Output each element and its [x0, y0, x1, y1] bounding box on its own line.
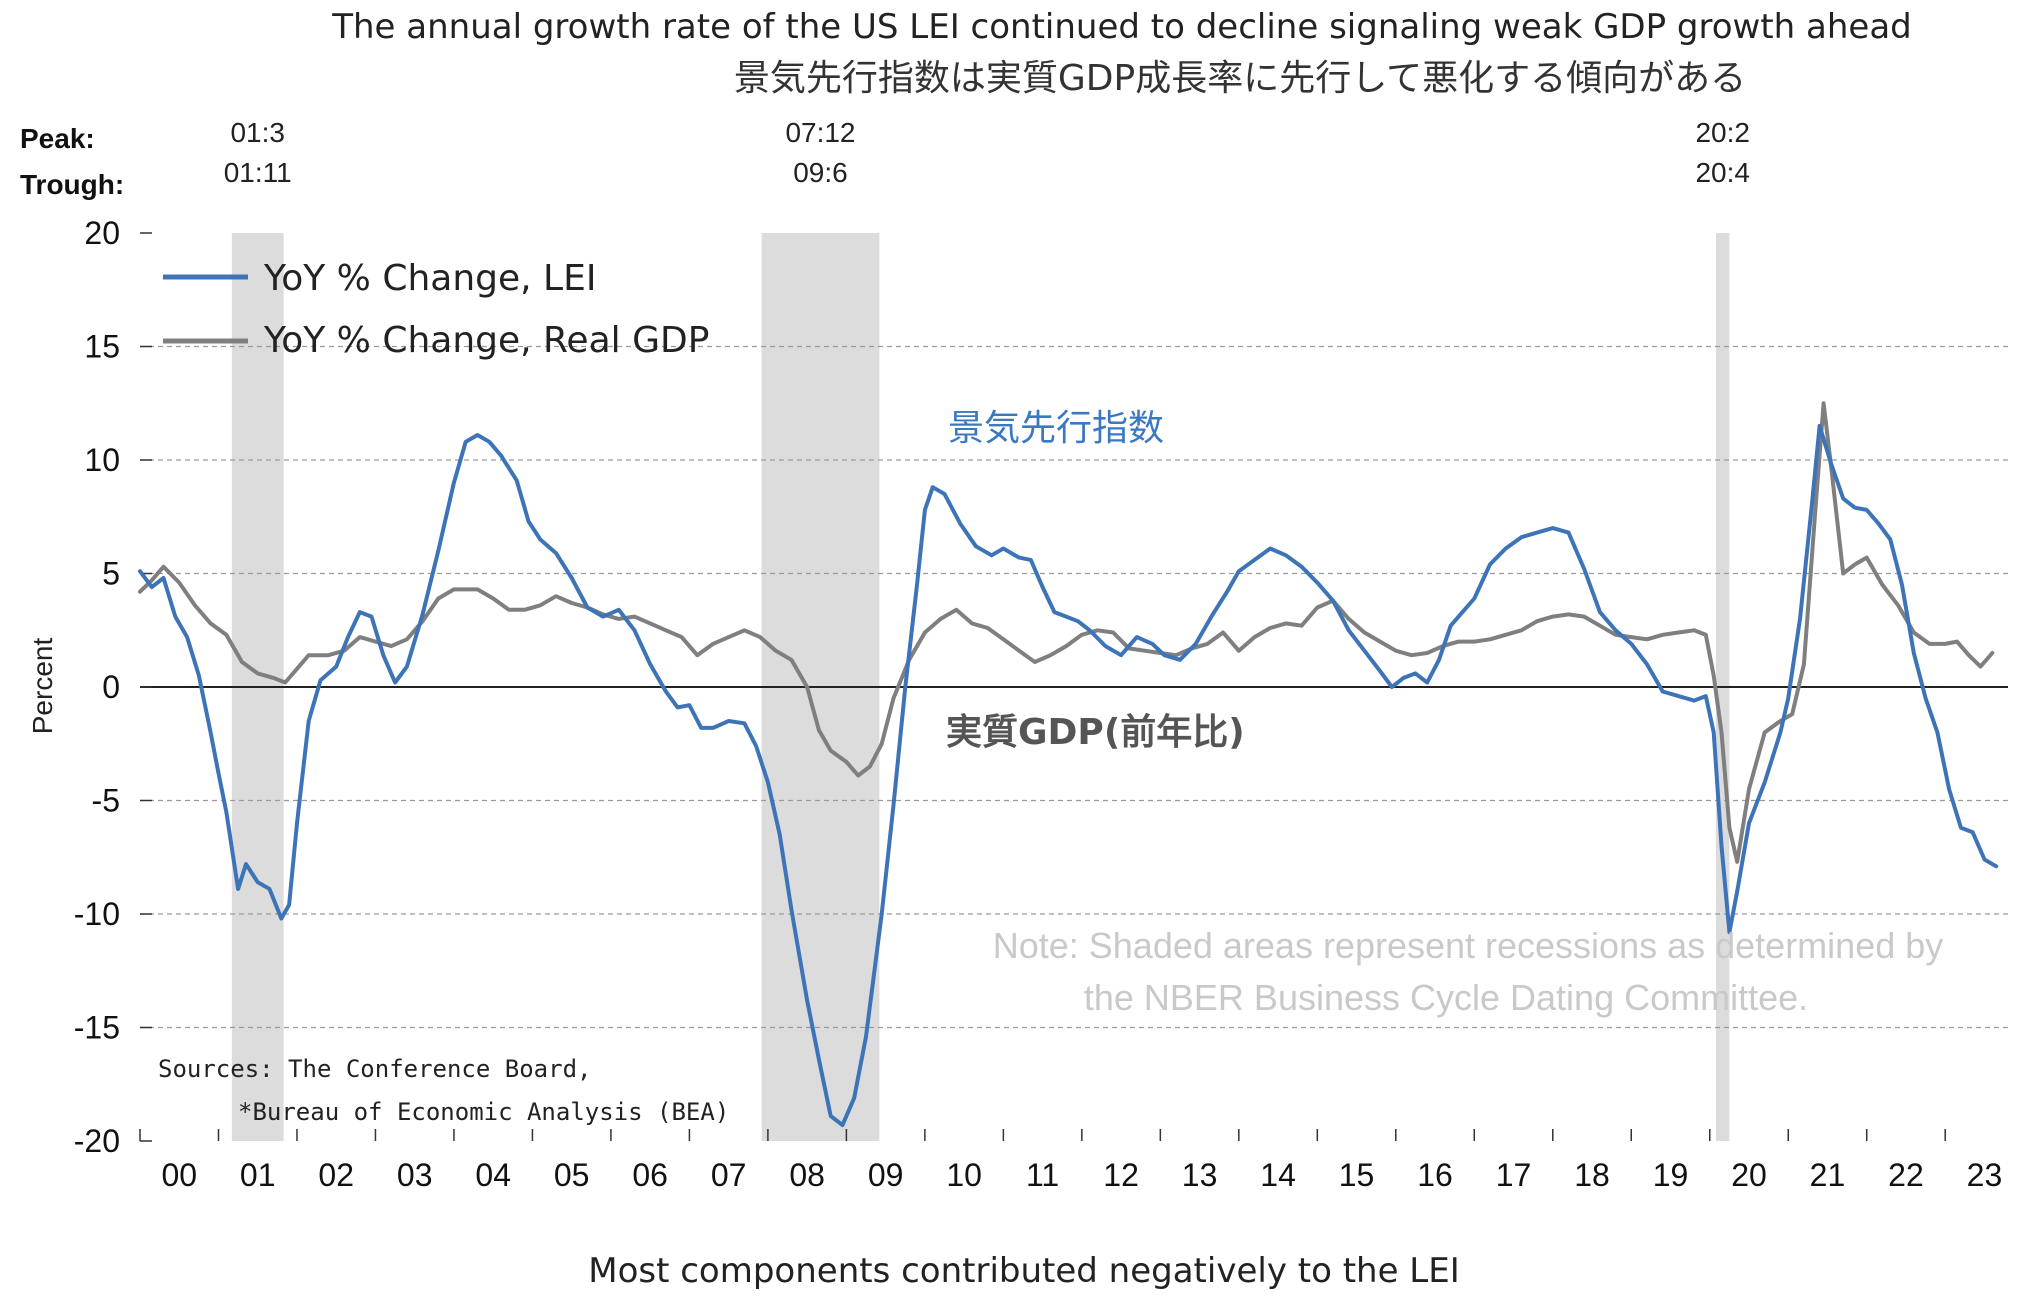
series-line-lei [138, 423, 1999, 1128]
x-tick-label: 16 [1417, 1157, 1453, 1193]
chart-title: The annual growth rate of the US LEI con… [331, 7, 1912, 47]
x-tick-label: 17 [1496, 1157, 1532, 1193]
y-tick-label: -20 [74, 1123, 120, 1159]
x-tick-label: 18 [1574, 1157, 1610, 1193]
x-tick-label: 03 [397, 1157, 433, 1193]
x-tick-label: 06 [632, 1157, 668, 1193]
trough-date-1: 09:6 [793, 157, 848, 188]
peak-date-0: 01:3 [230, 117, 285, 148]
x-tick-label: 13 [1182, 1157, 1218, 1193]
source-line-1: Sources: The Conference Board, [158, 1055, 591, 1083]
chart-subtitle: 景気先行指数は実質GDP成長率に先行して悪化する傾向がある [734, 58, 1746, 99]
peak-label: Peak: [20, 123, 95, 154]
recession-dates: 01:3 01:11 07:12 09:6 20:2 20:4 [224, 117, 1750, 188]
y-tick-label: -15 [74, 1010, 120, 1046]
trough-label: Trough: [20, 169, 124, 200]
x-tick-label: 22 [1888, 1157, 1924, 1193]
x-axis: 00 01 02 03 04 05 06 07 08 09 10 11 12 13 14 15 16 17 18 19… [139, 1129, 2003, 1193]
y-tick-label: -5 [92, 783, 120, 819]
x-tick-label: 19 [1653, 1157, 1689, 1193]
x-tick-label: 21 [1810, 1157, 1846, 1193]
y-tick-label: -10 [74, 896, 120, 932]
x-tick-label: 14 [1260, 1157, 1296, 1193]
series-lines [138, 401, 1999, 1128]
x-tick-label: 07 [711, 1157, 747, 1193]
trough-date-0: 01:11 [224, 157, 292, 188]
y-tick-label: 0 [102, 669, 120, 705]
x-tick-label: 00 [161, 1157, 197, 1193]
x-tick-label: 11 [1026, 1157, 1059, 1193]
annotation-gdp: 実質GDP(前年比) [946, 712, 1245, 753]
annotation-lei: 景気先行指数 [948, 408, 1164, 449]
y-axis-label: Percent [27, 638, 58, 735]
legend-label-gdp: YoY % Change, Real GDP [263, 320, 709, 361]
x-tick-label: 01 [240, 1157, 276, 1193]
peak-date-2: 20:2 [1695, 117, 1750, 148]
y-tick-label: 10 [84, 442, 120, 478]
note-line-2: the NBER Business Cycle Dating Committee… [1084, 977, 1808, 1018]
x-tick-label: 09 [868, 1157, 904, 1193]
x-tick-label: 04 [475, 1157, 511, 1193]
source-line-2: *Bureau of Economic Analysis (BEA) [238, 1098, 729, 1126]
y-tick-label: 5 [102, 556, 120, 592]
x-tick-label: 08 [789, 1157, 825, 1193]
note-line-1: Note: Shaded areas represent recessions … [993, 925, 1944, 966]
y-tick-label: 15 [84, 329, 120, 365]
x-tick-label: 10 [946, 1157, 982, 1193]
x-tick-label: 15 [1339, 1157, 1375, 1193]
x-tick-label: 05 [554, 1157, 590, 1193]
y-tick-label: 20 [84, 215, 120, 251]
caption: Most components contributed negatively t… [588, 1251, 1460, 1291]
y-axis: -20 -15 -10 -5 0 5 10 15 20 [74, 215, 152, 1159]
x-tick-label: 02 [318, 1157, 354, 1193]
legend-label-lei: YoY % Change, LEI [263, 258, 596, 299]
legend: YoY % Change, LEI YoY % Change, Real GDP [163, 258, 709, 361]
x-tick-label: 23 [1967, 1157, 2003, 1193]
series-line-gdp [138, 401, 1995, 864]
trough-date-2: 20:4 [1695, 157, 1750, 188]
x-tick-label: 12 [1103, 1157, 1139, 1193]
x-tick-label: 20 [1731, 1157, 1767, 1193]
peak-date-1: 07:12 [785, 117, 855, 148]
